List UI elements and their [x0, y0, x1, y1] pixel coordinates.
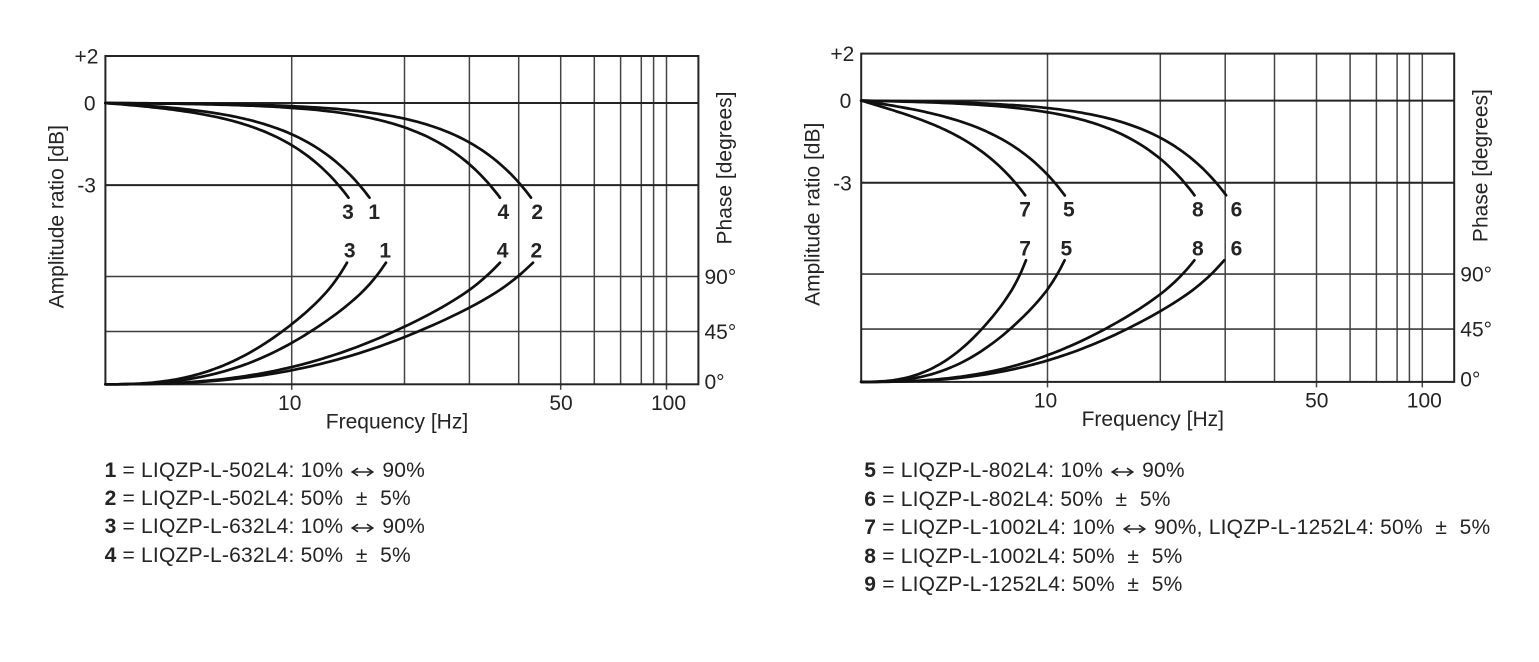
svg-text:7: 7 — [1019, 199, 1031, 222]
svg-text:50: 50 — [1305, 389, 1328, 412]
svg-text:7: 7 — [1019, 237, 1031, 260]
svg-text:8: 8 — [1192, 237, 1204, 260]
svg-text:10: 10 — [1034, 389, 1057, 412]
svg-text:Frequency [Hz]: Frequency [Hz] — [326, 410, 468, 433]
svg-text:1: 1 — [368, 201, 380, 224]
svg-text:3: 3 — [344, 240, 356, 263]
svg-text:5: 5 — [1060, 237, 1072, 260]
svg-text:1: 1 — [379, 240, 391, 263]
svg-text:Frequency [Hz]: Frequency [Hz] — [1082, 408, 1224, 431]
svg-text:100: 100 — [651, 392, 686, 415]
svg-text:90°: 90° — [1460, 264, 1492, 287]
svg-text:6: 6 — [1231, 237, 1243, 260]
svg-text:45°: 45° — [1460, 319, 1492, 342]
svg-text:4: 4 — [497, 240, 509, 263]
svg-text:2: 2 — [531, 240, 543, 263]
svg-text:Phase [degrees]: Phase [degrees] — [1470, 89, 1493, 242]
svg-text:100: 100 — [1407, 389, 1442, 412]
svg-text:-3: -3 — [833, 172, 852, 195]
svg-text:90°: 90° — [705, 266, 737, 289]
svg-text:0°: 0° — [1460, 369, 1480, 392]
svg-text:2: 2 — [531, 201, 543, 224]
svg-text:0: 0 — [84, 93, 96, 116]
svg-text:-3: -3 — [77, 175, 96, 198]
svg-text:5: 5 — [1063, 199, 1075, 222]
svg-text:+2: +2 — [830, 43, 854, 66]
svg-text:0: 0 — [840, 90, 852, 113]
svg-text:45°: 45° — [705, 321, 737, 344]
svg-text:4: 4 — [498, 201, 510, 224]
svg-text:+2: +2 — [75, 46, 99, 69]
svg-text:10: 10 — [278, 392, 301, 415]
svg-text:6: 6 — [1231, 199, 1243, 222]
svg-text:Amplitude ratio [dB]: Amplitude ratio [dB] — [46, 125, 69, 308]
svg-text:3: 3 — [342, 201, 354, 224]
svg-text:Phase [degrees]: Phase [degrees] — [714, 92, 737, 245]
svg-text:8: 8 — [1192, 199, 1204, 222]
svg-text:0°: 0° — [705, 371, 725, 394]
svg-text:Amplitude ratio [dB]: Amplitude ratio [dB] — [801, 123, 824, 306]
svg-text:50: 50 — [549, 392, 572, 415]
